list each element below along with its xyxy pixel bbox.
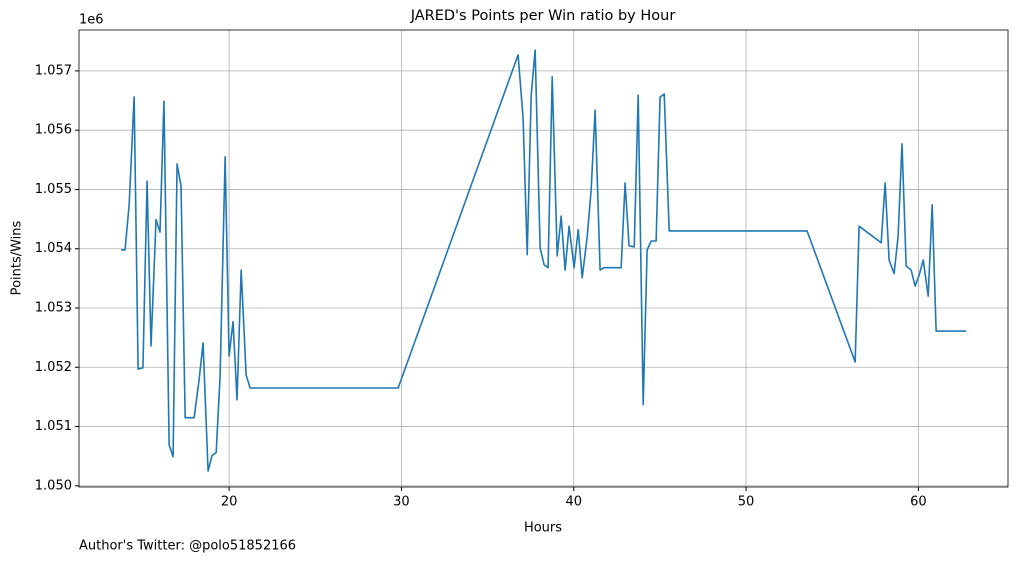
y-tick-label: 1.052 [35, 360, 72, 375]
y-offset-label: 1e6 [79, 13, 104, 28]
x-tick-label: 60 [910, 495, 927, 510]
chart-title: JARED's Points per Win ratio by Hour [410, 8, 676, 24]
y-tick-label: 1.051 [35, 419, 72, 434]
footnote: Author's Twitter: @polo51852166 [79, 539, 296, 554]
x-tick-label: 50 [738, 495, 755, 510]
x-tick-label: 40 [565, 495, 582, 510]
y-tick-label: 1.054 [35, 241, 72, 256]
y-tick-label: 1.056 [35, 123, 72, 138]
x-axis-label: Hours [524, 521, 562, 536]
x-tick-label: 30 [393, 495, 410, 510]
y-tick-label: 1.050 [35, 478, 72, 493]
y-tick-label: 1.057 [35, 63, 72, 78]
x-tick-label: 20 [221, 495, 238, 510]
y-axis-label: Points/Wins [10, 220, 25, 295]
y-tick-label: 1.055 [35, 182, 72, 197]
plot-frame [78, 29, 1009, 488]
data-line [121, 49, 967, 472]
y-tick-label: 1.053 [35, 300, 72, 315]
